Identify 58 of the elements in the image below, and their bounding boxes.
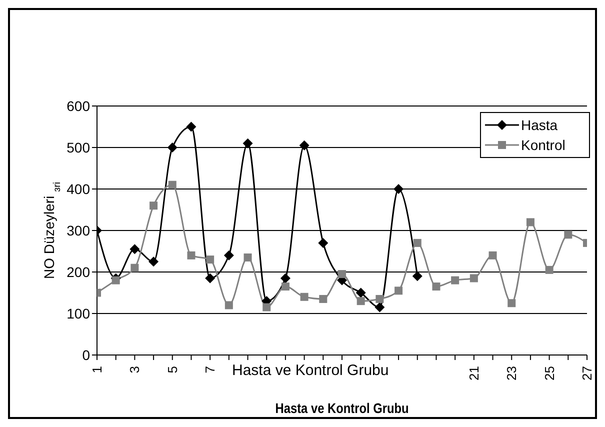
point — [205, 273, 216, 284]
y-tick-label: 200 — [66, 264, 90, 280]
point — [394, 184, 404, 194]
point — [318, 238, 328, 248]
point — [470, 274, 478, 282]
x-tick-label: 21 — [466, 366, 482, 380]
point — [356, 297, 365, 306]
point — [299, 140, 310, 150]
x-tick-label: 1 — [90, 366, 104, 374]
text: Hasta ve Kontrol Grubu — [232, 362, 389, 379]
point — [488, 251, 497, 260]
x-tick-label: 7 — [202, 366, 218, 374]
point — [394, 286, 403, 295]
x-tick-label: 27 — [580, 366, 594, 380]
legend-label: Hasta — [520, 116, 559, 135]
point — [376, 294, 384, 303]
point — [206, 256, 214, 264]
point — [224, 250, 234, 260]
point — [545, 266, 554, 274]
point — [242, 138, 253, 148]
y-tick-label: 500 — [66, 139, 90, 156]
point — [451, 276, 460, 284]
x-tick-label: 25 — [542, 366, 557, 380]
point — [244, 253, 252, 262]
y-tick-label: 300 — [66, 222, 90, 238]
point — [564, 230, 572, 239]
point — [167, 142, 178, 152]
point — [187, 251, 196, 260]
point — [508, 299, 516, 308]
point — [168, 180, 176, 189]
x-axis-title: Hasta ve Kontrol Grubu — [275, 400, 409, 416]
point — [280, 273, 290, 284]
x-tick-label: 23 — [504, 366, 520, 380]
point — [281, 282, 290, 291]
point — [300, 292, 308, 301]
point — [112, 276, 120, 284]
point — [224, 301, 233, 310]
point — [130, 264, 139, 272]
point — [148, 256, 159, 267]
point — [432, 282, 440, 291]
y-tick-label: 100 — [66, 305, 90, 322]
y-tick-label: 600 — [66, 98, 90, 114]
point — [262, 303, 271, 312]
x-tick-label: 5 — [164, 366, 180, 374]
point — [412, 271, 422, 282]
y-tick-label: 400 — [66, 180, 90, 197]
point — [356, 288, 366, 298]
x-tick-label: 3 — [127, 366, 142, 374]
point — [338, 270, 346, 278]
point — [186, 122, 196, 132]
point — [319, 294, 328, 303]
point — [374, 302, 385, 312]
legend-label: Kontrol — [520, 136, 566, 155]
point — [150, 202, 158, 210]
y-tick-label: 0 — [82, 346, 90, 363]
point — [130, 244, 140, 254]
point — [413, 238, 422, 247]
point — [526, 218, 534, 226]
